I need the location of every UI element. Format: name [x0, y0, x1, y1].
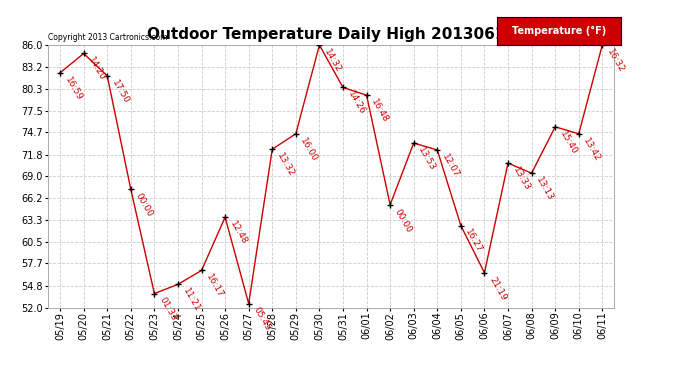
Text: 16:27: 16:27 [464, 228, 484, 255]
Text: 21:19: 21:19 [487, 275, 508, 302]
Text: 16:48: 16:48 [369, 98, 390, 124]
Text: 13:33: 13:33 [511, 165, 531, 192]
Text: 14:32: 14:32 [322, 47, 343, 74]
Text: 00:00: 00:00 [134, 192, 155, 219]
Text: 13:32: 13:32 [275, 152, 296, 178]
Text: 16:32: 16:32 [605, 47, 626, 74]
Text: 13:53: 13:53 [417, 146, 437, 172]
Text: 16:17: 16:17 [204, 273, 225, 300]
Text: 13:42: 13:42 [582, 136, 602, 163]
Text: 16:59: 16:59 [63, 75, 83, 102]
Text: 12:07: 12:07 [440, 152, 461, 179]
Title: Outdoor Temperature Daily High 20130612: Outdoor Temperature Daily High 20130612 [147, 27, 515, 42]
Text: 01:33: 01:33 [157, 296, 178, 323]
Text: 05:45: 05:45 [252, 306, 272, 333]
Text: 14:20: 14:20 [86, 56, 107, 82]
Text: 00:00: 00:00 [393, 207, 414, 234]
Text: 11:21: 11:21 [181, 286, 201, 314]
Text: 13:13: 13:13 [535, 176, 555, 202]
Text: 16:00: 16:00 [299, 136, 319, 163]
Text: 14:26: 14:26 [346, 90, 366, 117]
Text: Temperature (°F): Temperature (°F) [512, 26, 606, 36]
Text: 12:48: 12:48 [228, 219, 248, 246]
Text: 15:40: 15:40 [558, 129, 579, 156]
Text: 17:50: 17:50 [110, 78, 131, 105]
Text: Copyright 2013 Cartronics.com: Copyright 2013 Cartronics.com [48, 33, 168, 42]
